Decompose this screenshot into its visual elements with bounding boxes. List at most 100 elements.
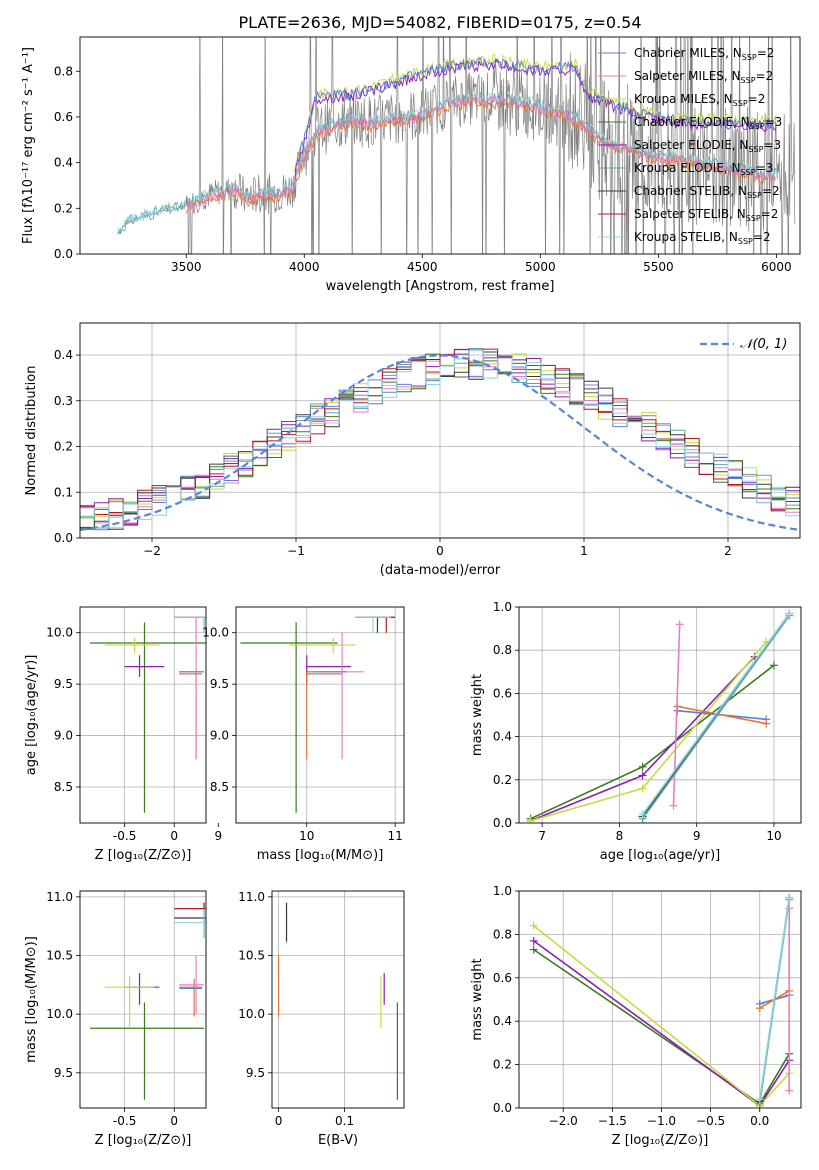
x-tick-label: −0.5	[696, 1114, 725, 1128]
weight-series-line	[641, 613, 791, 815]
axes-frame	[518, 606, 802, 824]
legend-entry: Kroupa ELODIE, NSSP=3	[634, 161, 773, 177]
plot-area	[272, 891, 404, 1108]
legend-entry: Salpeter STELIB, NSSP=2	[634, 207, 778, 223]
weight-series-line	[530, 641, 767, 822]
x-tick-label: −1.5	[598, 1114, 627, 1128]
legend-entry: Salpeter ELODIE, NSSP=3	[634, 138, 781, 154]
x-tick-label: 7	[538, 829, 546, 843]
mass-vs-ebv-panel: 0 0.1 9.5 10.0 10.5 11.0 E(B-V)	[238, 890, 405, 1148]
y-tick-label: 10.0	[238, 1007, 265, 1021]
y-tick-label: 9.5	[54, 677, 73, 691]
y-axis-label: mass weight	[470, 958, 485, 1040]
x-axis-label: E(B-V)	[318, 1133, 358, 1148]
x-tick-label: 5000	[525, 260, 556, 274]
legend-entry: Chabrier STELIB, NSSP=2	[634, 184, 780, 200]
weight-series-line	[677, 705, 767, 725]
y-tick-label: 0.4	[493, 1014, 512, 1028]
weight-vs-age-panel: 7 8 9 10 0.0 0.2 0.4 0.6 0.8 1.0 age [log₁₀(age/yr…	[470, 600, 802, 863]
x-axis-label: Z [log₁₀(Z/Z⊙)]	[95, 848, 192, 863]
age-vs-mass-panel: 9 10 11 8.5 9.0 9.5 10.0 mass [log₁₀(M/M⊙)]	[202, 606, 405, 863]
plot-area	[80, 323, 800, 538]
y-tick-label: 0.1	[54, 485, 73, 499]
y-tick-label: 9.0	[54, 729, 73, 743]
y-tick-label: 9.0	[210, 729, 229, 743]
y-tick-label: 0.0	[54, 531, 73, 545]
y-tick-label: 0.2	[493, 1058, 512, 1072]
axes-frame	[271, 890, 405, 1109]
x-tick-label: 3500	[171, 260, 202, 274]
x-tick-label: -0.5	[113, 829, 136, 843]
x-tick-label: −1	[287, 544, 305, 558]
axes-frame	[79, 322, 801, 539]
y-tick-label: 0.4	[54, 156, 73, 170]
y-tick-label: 10.0	[46, 1007, 73, 1021]
mass-vs-metallicity-panel: -0.5 0 9.5 10.0 10.5 11.0 Z [log₁₀(Z/Z⊙)] mass …	[24, 890, 207, 1148]
x-tick-label: 0.0	[750, 1114, 769, 1128]
plot-area	[236, 607, 404, 823]
y-tick-label: 10.5	[238, 949, 265, 963]
x-tick-label: −2	[143, 544, 161, 558]
x-tick-label: −2.0	[549, 1114, 578, 1128]
x-tick-label: 9	[214, 829, 222, 843]
y-tick-label: 9.5	[54, 1066, 73, 1080]
y-tick-label: 1.0	[493, 600, 512, 614]
histogram-step-line	[80, 348, 800, 526]
x-tick-label: 11	[388, 829, 403, 843]
axes-frame	[79, 890, 207, 1109]
y-tick-label: 9.5	[210, 677, 229, 691]
x-tick-label: 0	[170, 1114, 178, 1128]
y-tick-label: 11.0	[46, 890, 73, 904]
y-tick-label: 0.0	[493, 816, 512, 830]
x-tick-label: 5500	[643, 260, 674, 274]
observed-spectrum-line	[117, 37, 796, 254]
x-tick-label: −1.0	[647, 1114, 676, 1128]
x-tick-label: 0	[170, 829, 178, 843]
x-axis-label: mass [log₁₀(M/M⊙)]	[257, 848, 384, 863]
x-tick-label: 2	[724, 544, 732, 558]
axes-frame	[79, 606, 207, 824]
x-axis-label: (data-model)/error	[380, 563, 501, 578]
y-tick-label: 0.2	[54, 201, 73, 215]
x-tick-label: 1	[580, 544, 588, 558]
x-tick-label: 0	[436, 544, 444, 558]
y-tick-label: 9.5	[246, 1066, 265, 1080]
y-tick-label: 0.4	[54, 348, 73, 362]
legend-entry: Salpeter MILES, NSSP=2	[634, 69, 773, 85]
normal-curve-line	[80, 354, 798, 532]
legend-entry: Kroupa MILES, NSSP=2	[634, 92, 765, 108]
model-spectrum-line	[117, 91, 777, 232]
x-axis-label: wavelength [Angstrom, rest frame]	[326, 279, 555, 294]
weight-series-line	[530, 656, 756, 822]
y-tick-label: 0.3	[54, 394, 73, 408]
y-tick-label: 0.6	[493, 971, 512, 985]
spectrum-panel: 3500 4000 4500 5000 5500 6000 0.0 0.2 0.4 0.6 0.8 w…	[21, 36, 801, 294]
x-tick-label: 10	[766, 829, 781, 843]
plot-area	[80, 607, 206, 823]
y-tick-label: 0.2	[493, 773, 512, 787]
plot-area	[519, 607, 801, 823]
spectrum-legend: Chabrier MILES, NSSP=2 Salpeter MILES, NS…	[598, 46, 782, 246]
y-tick-label: 0.8	[493, 927, 512, 941]
legend-entry: Chabrier MILES, NSSP=2	[634, 46, 774, 62]
y-axis-label: Flux [fλ10⁻¹⁷ erg cm⁻² s⁻¹ A⁻¹]	[21, 47, 36, 244]
y-tick-label: 8.5	[54, 780, 73, 794]
legend-entry: Kroupa STELIB, NSSP=2	[634, 230, 771, 246]
model-spectrum-line	[294, 56, 777, 172]
y-tick-label: 11.0	[238, 890, 265, 904]
axes-frame	[235, 606, 405, 824]
weight-series-line	[672, 624, 681, 806]
x-axis-label: Z [log₁₀(Z/Z⊙)]	[612, 1133, 709, 1148]
y-axis-label: Normed distribution	[24, 366, 39, 496]
y-tick-label: 1.0	[493, 884, 512, 898]
axes-frame	[79, 36, 801, 255]
x-tick-label: 0	[275, 1114, 283, 1128]
plot-area	[519, 891, 801, 1108]
legend-entry: Chabrier ELODIE, NSSP=3	[634, 115, 782, 131]
y-axis-label: mass [log₁₀(M/M⊙)]	[24, 936, 39, 1063]
y-tick-label: 0.4	[493, 730, 512, 744]
x-tick-label: 8	[616, 829, 624, 843]
x-tick-label: 6000	[761, 260, 792, 274]
axes-frame	[518, 890, 802, 1109]
plot-area	[117, 37, 796, 254]
